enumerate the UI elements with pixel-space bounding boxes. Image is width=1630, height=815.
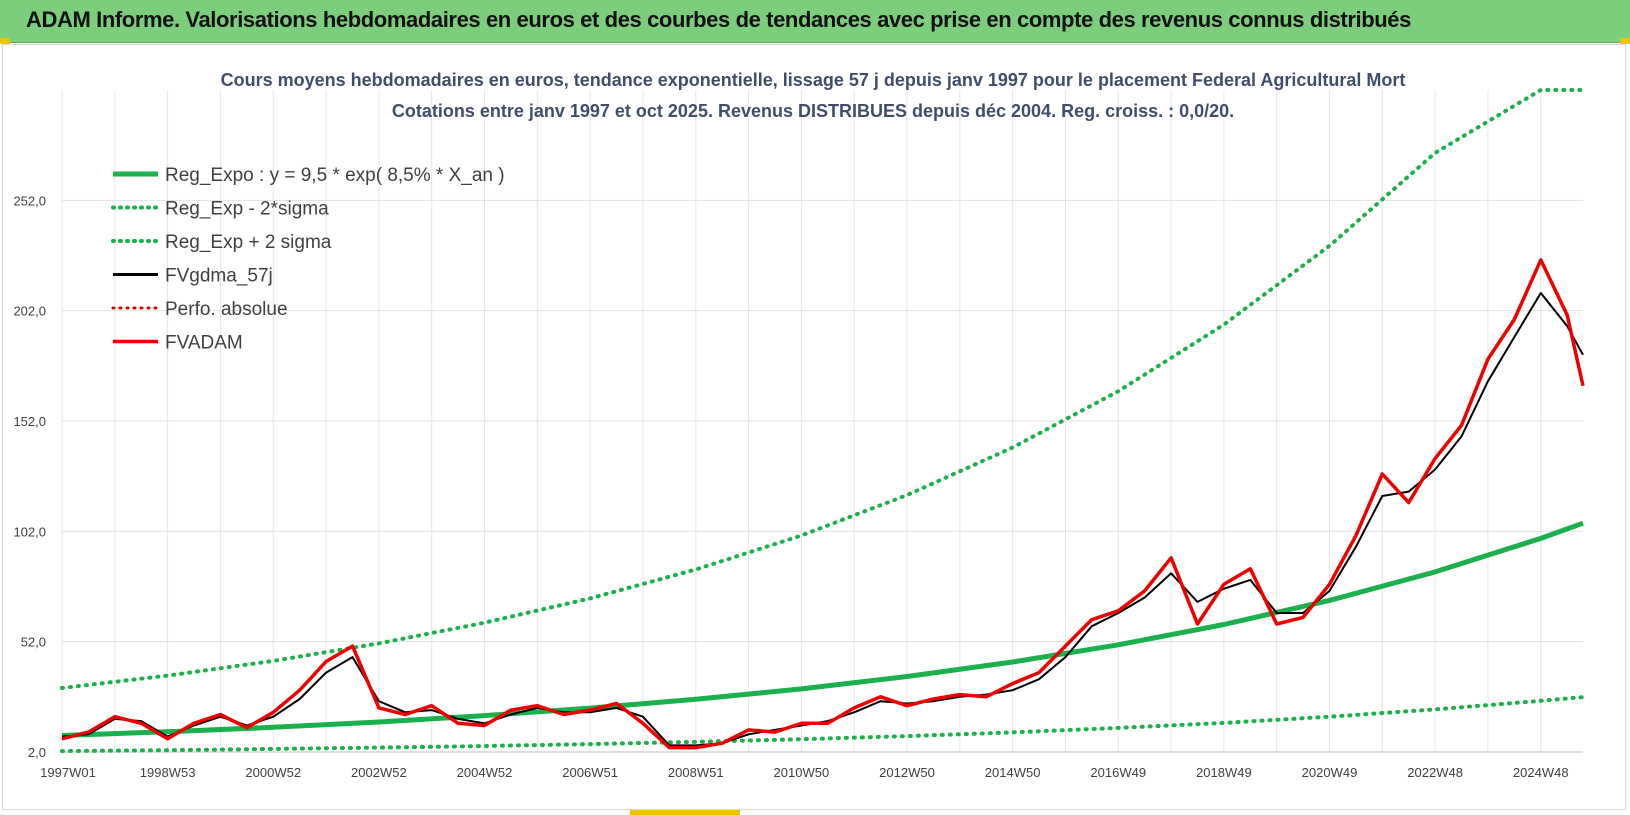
series-line-3 <box>61 292 1584 747</box>
x-tick-label: 1998W53 <box>140 765 196 780</box>
title-banner: ADAM Informe. Valorisations hebdomadaire… <box>0 0 1630 43</box>
y-tick-label: 252,0 <box>13 193 46 208</box>
x-tick-label: 1997W01 <box>40 765 96 780</box>
x-tick-label: 2008W51 <box>668 765 724 780</box>
legend: Reg_Expo : y = 9,5 * exp( 8,5% * X_an ) R… <box>111 165 505 354</box>
grid <box>61 90 1583 753</box>
y-tick-label: 52,0 <box>21 635 46 650</box>
x-tick-label: 2024W48 <box>1513 765 1569 780</box>
series-line-2 <box>60 88 1585 690</box>
x-axis: 1997W01 1998W53 2000W52 2002W52 2004W52 2006W… <box>40 765 1568 780</box>
y-tick-label: 152,0 <box>13 414 46 429</box>
y-tick-label: 202,0 <box>13 304 46 319</box>
series <box>60 88 1585 754</box>
bottom-strip <box>630 810 740 815</box>
x-tick-label: 2016W49 <box>1090 765 1146 780</box>
legend-label-5: FVADAM <box>165 333 243 354</box>
x-tick-label: 2002W52 <box>351 765 407 780</box>
y-axis: 2,0 52,0 102,0 152,0 202,0 252,0 <box>13 193 46 760</box>
series-line-1 <box>60 695 1585 754</box>
legend-label-2: Reg_Exp + 2 sigma <box>165 232 332 253</box>
x-tick-label: 2010W50 <box>774 765 830 780</box>
series-line-0 <box>61 520 1584 738</box>
x-tick-label: 2014W50 <box>985 765 1041 780</box>
chart-title-line1: Cours moyens hebdomadaires en euros, ten… <box>221 70 1406 90</box>
legend-label-3: FVgdma_57j <box>165 266 273 287</box>
legend-label-1: Reg_Exp - 2*sigma <box>165 199 329 220</box>
x-tick-label: 2004W52 <box>457 765 513 780</box>
series-line-5 <box>61 258 1585 750</box>
banner-title: ADAM Informe. Valorisations hebdomadaire… <box>26 7 1411 32</box>
chart-frame <box>2 44 1626 810</box>
y-tick-label: 2,0 <box>28 745 46 760</box>
legend-label-0: Reg_Expo : y = 9,5 * exp( 8,5% * X_an ) <box>165 165 505 186</box>
x-tick-label: 2006W51 <box>562 765 618 780</box>
chart-title-line2: Cotations entre janv 1997 et oct 2025. R… <box>392 101 1234 121</box>
x-tick-label: 2012W50 <box>879 765 935 780</box>
corner-mark-right <box>1620 38 1630 44</box>
x-tick-label: 2020W49 <box>1302 765 1358 780</box>
x-tick-label: 2000W52 <box>245 765 301 780</box>
legend-label-4: Perfo. absolue <box>165 299 288 320</box>
corner-mark-left <box>0 38 10 44</box>
x-tick-label: 2022W48 <box>1407 765 1463 780</box>
x-tick-label: 2018W49 <box>1196 765 1252 780</box>
y-tick-label: 102,0 <box>13 524 46 539</box>
